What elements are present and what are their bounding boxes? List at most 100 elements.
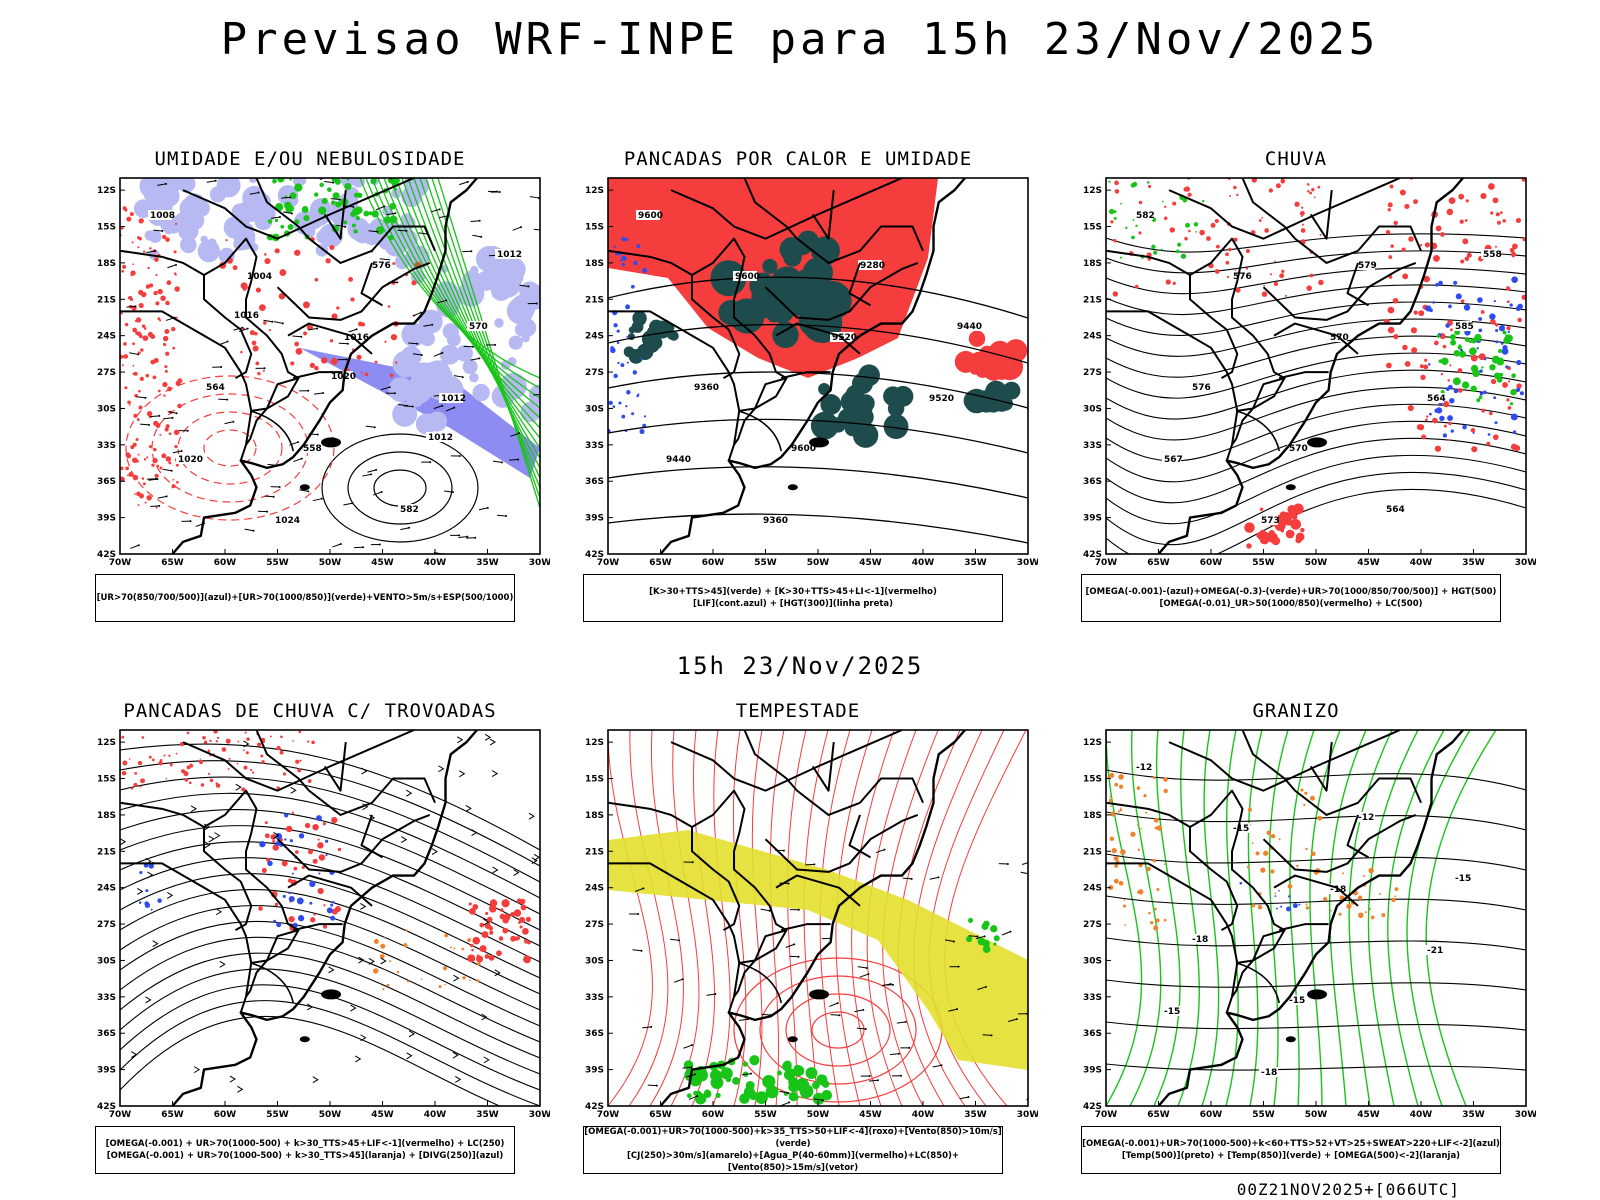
contour-label: 570 [469, 322, 488, 332]
lon-tick-label: 50W [319, 558, 342, 568]
lat-tick-label: 33S [1083, 441, 1102, 451]
contour-label: 582 [1136, 211, 1155, 221]
contour-label: 567 [1164, 455, 1183, 465]
lon-tick-label: 45W [371, 1110, 394, 1120]
lat-tick-label: 42S [1083, 550, 1102, 560]
contour-label: 9360 [694, 383, 719, 393]
legend-line: [OMEGA(-0.001) + UR>70(1000-500) + k>30_… [105, 1139, 505, 1149]
contour-label: 576 [1192, 383, 1211, 393]
contour-label: 576 [1233, 272, 1252, 282]
lat-tick-label: 12S [97, 186, 116, 196]
lat-tick-label: 30S [1083, 956, 1102, 966]
lon-tick-label: 35W [476, 558, 499, 568]
lat-tick-label: 12S [1083, 738, 1102, 748]
panel-title: CHUVA [1264, 148, 1328, 170]
lat-tick-label: 12S [585, 738, 604, 748]
lat-tick-label: 36S [585, 477, 604, 487]
lon-tick-label: 70W [597, 558, 620, 568]
panel-granizo: GRANIZO -12 -15 -18 -21 -15 -18 -12 -15 -18 -15 12… [1066, 700, 1536, 1180]
legend-line: [CJ(250)>30m/s](amarelo)+[Agua_P(40-60mm… [626, 1151, 960, 1173]
lon-tick-label: 50W [807, 1110, 830, 1120]
legend-line: [K>30+TTS>45](verde) + [K>30+TTS>45+LI<-… [649, 587, 937, 597]
lon-tick-label: 40W [912, 1110, 935, 1120]
lat-tick-label: 15S [1083, 775, 1102, 785]
lat-tick-label: 30S [585, 404, 604, 414]
lat-tick-label: 18S [1083, 811, 1102, 821]
lat-tick-label: 36S [585, 1029, 604, 1039]
lon-tick-label: 60W [214, 1110, 237, 1120]
contour-label: 582 [400, 505, 419, 515]
lon-tick-label: 50W [807, 558, 830, 568]
lon-tick-label: 55W [266, 558, 289, 568]
legend-box: [OMEGA(-0.001)-(azul)+OMEGA(-0.3)-(verde… [1081, 574, 1501, 622]
lat-tick-label: 18S [97, 811, 116, 821]
panel-title: TEMPESTADE [735, 700, 861, 722]
lon-tick-label: 35W [964, 1110, 987, 1120]
panel-umidade: UMIDADE E/OU NEBULOSIDADE 1008 1004 1016 10… [80, 148, 550, 628]
lat-tick-label: 24S [1083, 884, 1102, 894]
lat-tick-label: 15S [585, 775, 604, 785]
lon-tick-label: 45W [371, 558, 394, 568]
lat-tick-label: 18S [1083, 259, 1102, 269]
legend-line: [OMEGA(-0.001) + UR>70(1000-500) + k>30_… [106, 1151, 504, 1161]
contour-label: 1024 [275, 516, 300, 526]
lat-tick-label: 24S [585, 332, 604, 342]
legend-box: [OMEGA(-0.001) + UR>70(1000-500) + k>30_… [95, 1126, 515, 1174]
legend-box: [OMEGA(-0.001)+UR>70(1000-500)+k>35_TTS>… [583, 1126, 1003, 1174]
contour-label: -15 [1164, 1007, 1180, 1017]
lon-tick-label: 70W [109, 558, 132, 568]
contour-label: 9600 [638, 211, 663, 221]
lon-tick-label: 60W [1200, 1110, 1223, 1120]
lon-tick-label: 30W [1017, 558, 1038, 568]
lon-tick-label: 65W [649, 1110, 672, 1120]
lon-tick-label: 70W [597, 1110, 620, 1120]
panel-title: PANCADAS POR CALOR E UMIDADE [623, 148, 973, 170]
contour-label: 1012 [441, 394, 466, 404]
lon-tick-label: 55W [754, 1110, 777, 1120]
lat-tick-label: 21S [585, 295, 604, 305]
contour-label: 9280 [860, 261, 885, 271]
legend-line: [LIF](cont.azul) + [HGT(300)](linha pret… [692, 599, 894, 609]
lat-tick-label: 30S [97, 956, 116, 966]
lat-tick-label: 18S [585, 259, 604, 269]
panel-chuva: CHUVA 582 576 570 564 567 573 579 585 576 570 564 5… [1066, 148, 1536, 628]
lon-tick-label: 30W [1515, 558, 1536, 568]
lon-tick-label: 35W [1462, 558, 1485, 568]
lon-tick-label: 30W [1017, 1110, 1038, 1120]
lat-tick-label: 15S [97, 223, 116, 233]
lon-tick-label: 30W [1515, 1110, 1536, 1120]
lon-tick-label: 60W [702, 1110, 725, 1120]
panel-title: GRANIZO [1252, 700, 1340, 722]
lat-tick-label: 12S [1083, 186, 1102, 196]
contour-label: 1008 [150, 211, 175, 221]
contour-label: 1004 [247, 272, 272, 282]
lat-tick-label: 27S [97, 920, 116, 930]
lon-tick-label: 60W [214, 558, 237, 568]
lon-tick-label: 30W [529, 558, 550, 568]
lon-tick-label: 65W [649, 558, 672, 568]
contour-label: -18 [1192, 935, 1208, 945]
lat-tick-label: 39S [97, 1066, 116, 1076]
lat-tick-label: 24S [1083, 332, 1102, 342]
lat-tick-label: 33S [585, 993, 604, 1003]
lon-tick-label: 65W [1147, 558, 1170, 568]
contour-label: 1020 [178, 455, 203, 465]
lon-tick-label: 65W [161, 1110, 184, 1120]
legend-box: [UR>70(850/700/500)](azul)+[UR>70(1000/8… [95, 574, 515, 622]
lon-tick-label: 40W [912, 558, 935, 568]
lon-tick-label: 50W [1305, 1110, 1328, 1120]
contour-label: 564 [1427, 394, 1446, 404]
contour-label: 9440 [666, 455, 691, 465]
contour-label: -12 [1358, 813, 1374, 823]
lon-tick-label: 40W [1410, 558, 1433, 568]
lat-tick-label: 36S [97, 477, 116, 487]
legend-line: [OMEGA(-0.01)_UR>50(1000/850)(vermelho) … [1159, 599, 1423, 609]
lat-tick-label: 15S [585, 223, 604, 233]
lon-tick-label: 55W [754, 558, 777, 568]
lat-tick-label: 39S [585, 514, 604, 524]
contour-label: 1012 [497, 250, 522, 260]
contour-label: 558 [303, 444, 322, 454]
panel-title: PANCADAS DE CHUVA C/ TROVOADAS [123, 700, 497, 722]
panel-pancadas-calor: PANCADAS POR CALOR E UMIDADE 9600 9600 952… [568, 148, 1038, 628]
